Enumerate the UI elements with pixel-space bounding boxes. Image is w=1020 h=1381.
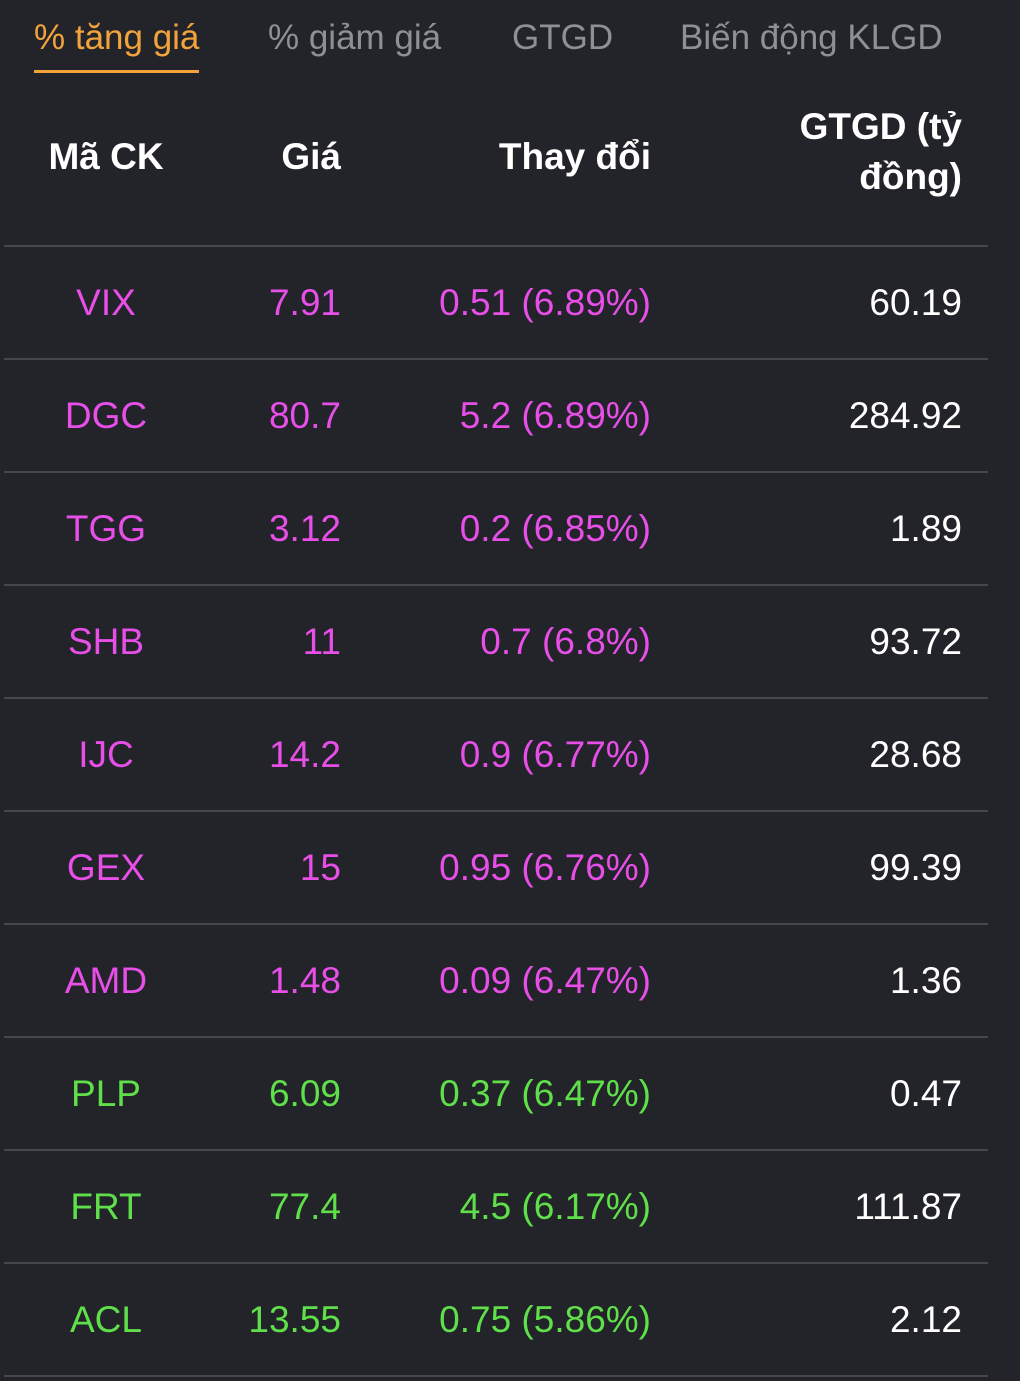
table-row[interactable]: DGC 80.7 5.2 (6.89%) 284.92 [4, 360, 988, 473]
stock-trading-value: 1.36 [889, 960, 962, 1001]
stock-change: 0.2 (6.85%) [459, 508, 651, 549]
header-change: Thay đổi [498, 136, 651, 177]
table-row[interactable]: IJC 14.2 0.9 (6.77%) 28.68 [4, 699, 988, 812]
table-row[interactable]: SHB 11 0.7 (6.8%) 93.72 [4, 586, 988, 699]
stock-code: PLP [71, 1073, 141, 1114]
stock-change: 0.95 (6.76%) [439, 847, 651, 888]
stock-price: 11 [302, 621, 341, 662]
stock-change: 0.9 (6.77%) [459, 734, 651, 775]
table-header: Mã CK Giá Thay đổi GTGD (tỷ đồng) [4, 92, 988, 247]
header-price: Giá [281, 136, 341, 177]
stock-trading-value: 99.39 [869, 847, 962, 888]
header-value-line1: GTGD (tỷ [799, 106, 962, 147]
stock-code: TGG [65, 508, 147, 549]
table-row[interactable]: PLP 6.09 0.37 (6.47%) 0.47 [4, 1038, 988, 1151]
header-value-line2: đồng) [859, 156, 962, 197]
stock-price: 7.91 [268, 282, 341, 323]
stock-price: 1.48 [268, 960, 341, 1001]
table-row[interactable]: AMD 1.48 0.09 (6.47%) 1.36 [4, 925, 988, 1038]
stock-code: SHB [67, 621, 145, 662]
stock-code: AMD [64, 960, 148, 1001]
stock-trading-value: 0.47 [889, 1073, 962, 1114]
table-row[interactable]: GEX 15 0.95 (6.76%) 99.39 [4, 812, 988, 925]
stock-price: 13.55 [248, 1299, 341, 1340]
table-row[interactable]: FRT 77.4 4.5 (6.17%) 111.87 [4, 1151, 988, 1264]
stock-price: 3.12 [268, 508, 341, 549]
stock-price: 6.09 [268, 1073, 341, 1114]
stock-change: 5.2 (6.89%) [459, 395, 651, 436]
stock-code: DGC [64, 395, 148, 436]
table-row[interactable]: VIX 7.91 0.51 (6.89%) 60.19 [4, 247, 988, 360]
stock-code: GEX [66, 847, 146, 888]
stock-change: 0.7 (6.8%) [480, 621, 651, 662]
stock-change: 0.37 (6.47%) [439, 1073, 651, 1114]
stock-trading-value: 284.92 [848, 395, 962, 436]
stock-price: 77.4 [268, 1186, 341, 1227]
stock-table: Mã CK Giá Thay đổi GTGD (tỷ đồng) VIX 7.9… [4, 92, 988, 1377]
stock-trading-value: 111.87 [854, 1186, 962, 1227]
table-body: VIX 7.91 0.51 (6.89%) 60.19 DGC 80.7 5.2 (6.89… [4, 247, 988, 1377]
tab-bar: % tăng giá % giảm giá GTGD Biến động KLG… [0, 0, 1020, 90]
stock-trading-value: 28.68 [869, 734, 962, 775]
table-row[interactable]: TGG 3.12 0.2 (6.85%) 1.89 [4, 473, 988, 586]
stock-code: IJC [78, 734, 134, 775]
stock-change: 0.09 (6.47%) [439, 960, 651, 1001]
stock-trading-value: 2.12 [889, 1299, 962, 1340]
stock-change: 0.51 (6.89%) [439, 282, 651, 323]
header-code: Mã CK [48, 136, 164, 177]
stock-price: 15 [299, 847, 341, 888]
stock-code: VIX [76, 282, 136, 323]
tab-volume-change[interactable]: Biến động KLGD [680, 18, 943, 57]
stock-code: ACL [70, 1299, 142, 1340]
table-row[interactable]: ACL 13.55 0.75 (5.86%) 2.12 [4, 1264, 988, 1377]
tab-trading-value[interactable]: GTGD [512, 18, 614, 57]
stock-change: 4.5 (6.17%) [459, 1186, 651, 1227]
tab-percent-decrease[interactable]: % giảm giá [268, 18, 442, 57]
tab-percent-increase[interactable]: % tăng giá [34, 18, 200, 73]
stock-trading-value: 60.19 [869, 282, 962, 323]
stock-trading-value: 93.72 [869, 621, 962, 662]
stock-change: 0.75 (5.86%) [439, 1299, 651, 1340]
stock-price: 80.7 [268, 395, 341, 436]
stock-trading-value: 1.89 [889, 508, 962, 549]
stock-price: 14.2 [268, 734, 341, 775]
stock-code: FRT [70, 1186, 142, 1227]
header-value: GTGD (tỷ đồng) [4, 102, 962, 202]
